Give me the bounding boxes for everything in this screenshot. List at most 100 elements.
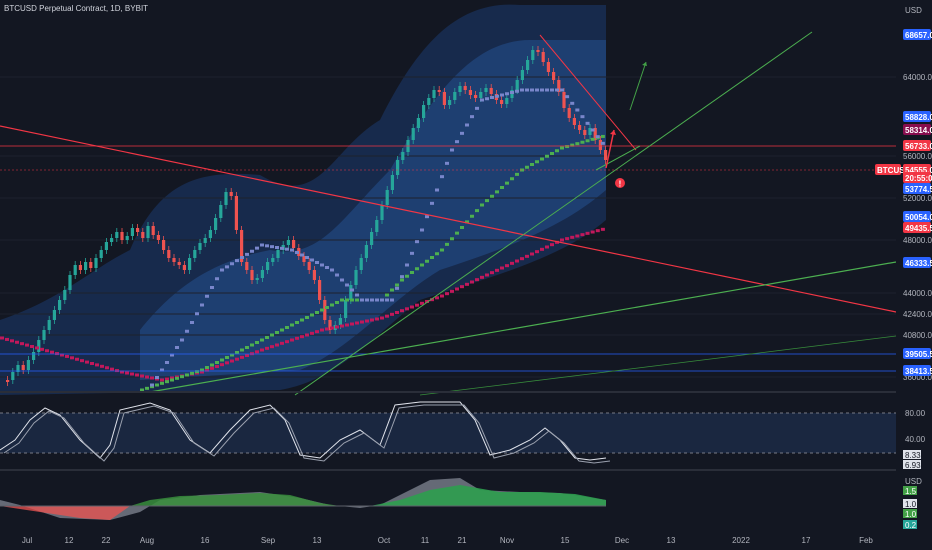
ma-20-bricks [235, 259, 239, 263]
candle-body [255, 278, 259, 280]
ma-50-bricks [325, 306, 329, 309]
ma-50-bricks [425, 259, 429, 263]
ma-20-bricks [200, 303, 204, 307]
ma-50-bricks [200, 368, 204, 372]
ma-20-bricks [425, 215, 429, 219]
time-axis-label: 16 [201, 536, 210, 545]
ma-200-bricks [285, 340, 289, 344]
ma-200-bricks [10, 339, 14, 343]
ma-50-bricks [210, 363, 214, 367]
ma-20-bricks [260, 243, 264, 247]
price-axis-label: 40800.0 [903, 331, 932, 340]
candle-body [229, 192, 233, 196]
ma-200-bricks [595, 229, 600, 233]
ma-50-bricks [495, 190, 499, 194]
oscillator-axis-label: 80.00 [905, 409, 926, 418]
ma-200-bricks [315, 330, 319, 334]
ma-20-bricks [290, 248, 294, 252]
ma-50-bricks [545, 154, 549, 158]
candle-body [359, 258, 363, 270]
ma-50-bricks [445, 242, 449, 246]
trendline[interactable] [595, 145, 641, 171]
ma-200-bricks [370, 318, 374, 322]
price-axis-label: 36000.0 [903, 373, 932, 382]
ma-200-bricks [130, 372, 134, 376]
candle-body [396, 160, 400, 175]
price-tag-label: 50054.0 [905, 213, 932, 222]
ma-20-bricks [420, 228, 424, 232]
ma-50-bricks [395, 283, 399, 287]
candle-body [448, 100, 452, 105]
ma-20-bricks [360, 298, 364, 302]
alert-circle-icon[interactable]: ! [615, 178, 625, 189]
histogram-tag-label: 1.0 [905, 500, 917, 509]
time-axis-label: 21 [458, 536, 467, 545]
ma-20-bricks [460, 131, 464, 135]
trendline[interactable] [149, 261, 897, 393]
candle-body [427, 98, 431, 105]
ma-200-bricks [150, 376, 154, 380]
ma-200-bricks [395, 311, 399, 314]
candle-body [234, 196, 238, 230]
candle-body [437, 90, 441, 92]
candle-body [515, 80, 519, 90]
trendline[interactable] [0, 125, 897, 313]
trendline[interactable] [419, 335, 897, 396]
candle-body [500, 100, 504, 104]
ma-20-bricks [515, 89, 519, 93]
ma-20-bricks [230, 262, 234, 266]
ma-20-bricks [530, 88, 534, 92]
ma-20-bricks [435, 188, 439, 192]
ma-50-bricks [480, 203, 484, 207]
oscillator-band [0, 413, 896, 453]
candle-body [193, 250, 197, 258]
time-axis-label: Oct [378, 536, 391, 545]
ma-20-bricks [540, 88, 544, 92]
candle-body [536, 50, 540, 52]
candle-body [588, 128, 592, 135]
ma-50-bricks [290, 323, 294, 327]
ma-50-bricks [405, 274, 409, 278]
ma-200-bricks [40, 347, 44, 351]
time-axis-bg[interactable] [0, 530, 932, 550]
candle-body [526, 60, 530, 70]
ma-20-bricks [500, 93, 504, 97]
ma-20-bricks [440, 175, 444, 179]
histogram-tag [903, 509, 917, 518]
ma-200-bricks [115, 369, 119, 373]
ma-200-bricks [105, 366, 109, 370]
price-axis[interactable]: 64000.0 56000.0 52000.0 48000.0 44000.0 42400… [875, 6, 932, 530]
ma-200-bricks [555, 240, 559, 244]
oscillator-tag-label: 8.33 [905, 451, 921, 460]
candle-body [442, 92, 446, 105]
ma-20-bricks [185, 329, 189, 333]
time-axis-label: Dec [615, 536, 629, 545]
ma-50-bricks [250, 343, 254, 347]
price-tag-label: 68657.0 [905, 31, 932, 40]
price-tag-label: 56733.0 [905, 142, 932, 151]
trendline[interactable] [539, 34, 637, 151]
ma-200-bricks [25, 343, 29, 347]
ma-200-bricks [320, 328, 324, 332]
candle-body [484, 88, 488, 92]
ma-20-bricks [555, 88, 559, 92]
ma-50-bricks [410, 271, 414, 274]
ma-200-bricks [465, 282, 469, 286]
candle-body [99, 250, 103, 258]
price-axis-label: 44000.0 [903, 289, 932, 298]
price-grid [0, 76, 896, 378]
up-arrow-icon [629, 61, 647, 111]
ma-200-bricks [225, 361, 229, 365]
trendline[interactable] [294, 31, 813, 396]
ma-50-bricks [525, 165, 529, 169]
candle-body [177, 262, 181, 265]
ma-200-bricks [600, 227, 605, 231]
candle-body [21, 365, 25, 370]
candle-body [474, 95, 478, 98]
ma-20-bricks [400, 275, 404, 279]
candle-body [84, 262, 88, 270]
candle-body [151, 226, 155, 235]
time-axis[interactable]: Jul 12 22 Aug 16 Sep 13 Oct 11 21 Nov 15 Dec 13 2022 17… [22, 536, 874, 545]
